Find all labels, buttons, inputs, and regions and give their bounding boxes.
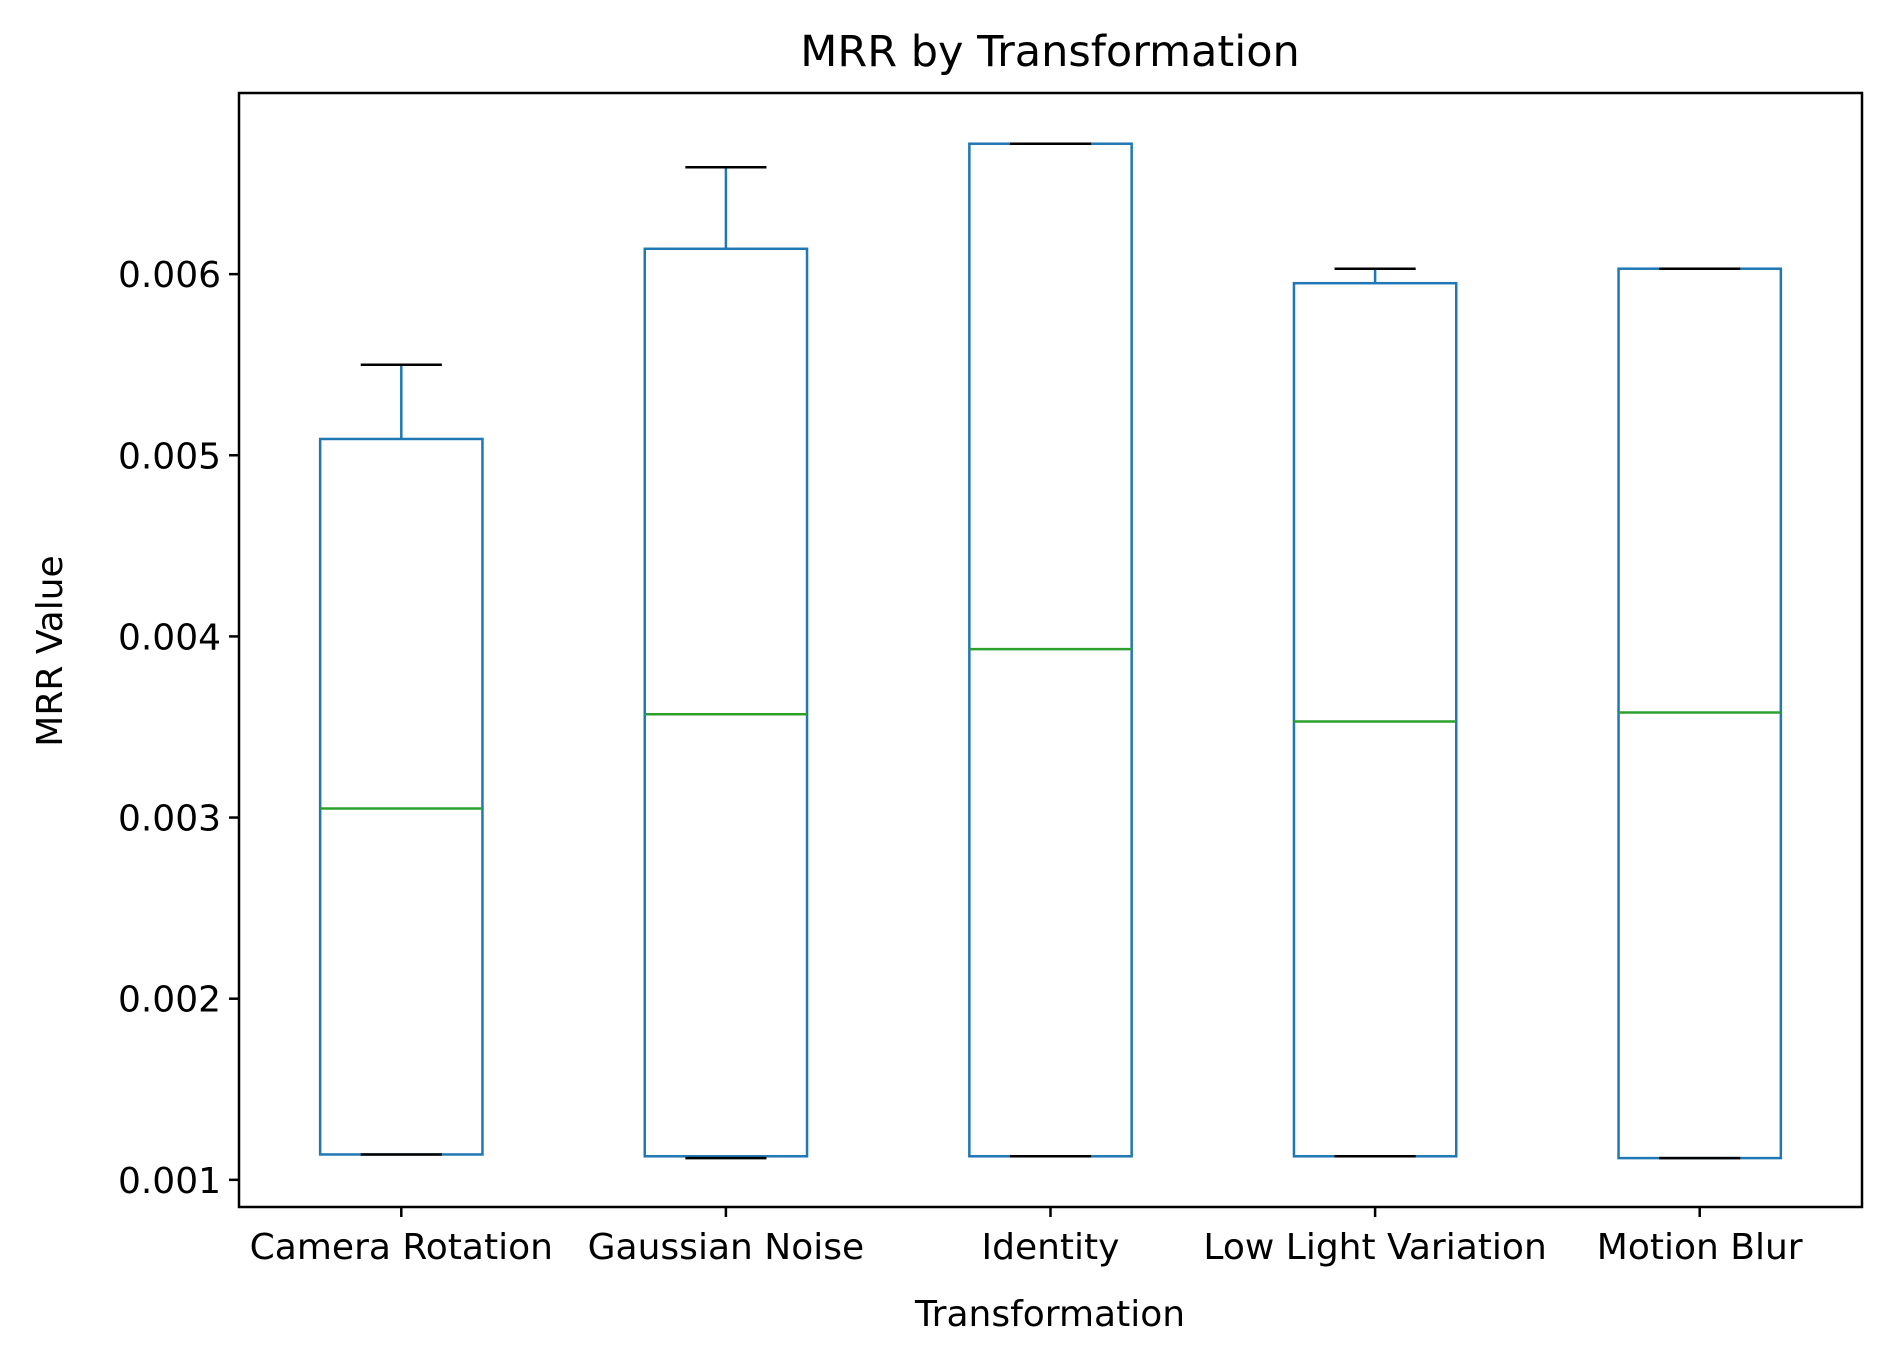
- y-tick-label: 0.001: [118, 1161, 221, 1202]
- x-tick-label: Identity: [982, 1227, 1120, 1268]
- x-tick-label: Camera Rotation: [250, 1227, 553, 1268]
- x-tick-label: Motion Blur: [1597, 1227, 1803, 1268]
- plot-area: 0.001 0.002 0.003 0.004 0.005 0.006 Camera Rot…: [118, 91, 1864, 1268]
- box-iqr: [643, 247, 809, 1158]
- y-tick-label: 0.004: [118, 617, 221, 658]
- y-tick-label: 0.005: [118, 436, 221, 477]
- x-axis-title: Transformation: [914, 1294, 1185, 1335]
- y-tick-label: 0.003: [118, 799, 221, 840]
- x-tick-label: Gaussian Noise: [588, 1227, 864, 1268]
- y-tick-label: 0.006: [118, 255, 221, 296]
- x-tick-label: Low Light Variation: [1203, 1227, 1546, 1268]
- y-tick-label: 0.002: [118, 980, 221, 1021]
- y-axis-title: MRR Value: [30, 555, 71, 746]
- chart-title: MRR by Transformation: [800, 27, 1300, 77]
